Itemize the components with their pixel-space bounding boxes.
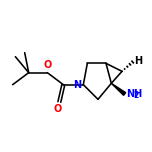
Text: N: N <box>73 80 81 90</box>
Polygon shape <box>111 83 126 95</box>
Text: NH: NH <box>126 89 143 99</box>
Text: O: O <box>54 104 62 114</box>
Text: 2: 2 <box>134 91 139 100</box>
Text: H: H <box>134 57 142 66</box>
Text: O: O <box>43 60 52 70</box>
